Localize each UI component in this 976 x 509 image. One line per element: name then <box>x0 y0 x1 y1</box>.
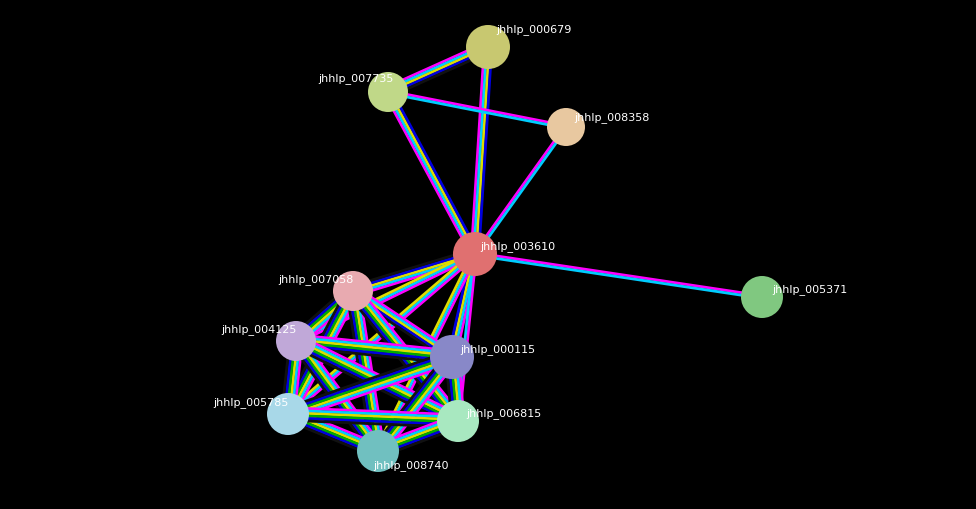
Circle shape <box>466 26 510 70</box>
Text: jhhlp_000679: jhhlp_000679 <box>496 24 571 36</box>
Text: jhhlp_005371: jhhlp_005371 <box>772 284 847 295</box>
Circle shape <box>741 276 783 318</box>
Text: jhhlp_007735: jhhlp_007735 <box>318 73 393 84</box>
Circle shape <box>453 233 497 276</box>
Circle shape <box>547 109 585 147</box>
Circle shape <box>437 400 479 442</box>
Circle shape <box>267 393 309 435</box>
Circle shape <box>430 335 474 379</box>
Text: jhhlp_000115: jhhlp_000115 <box>460 344 535 355</box>
Circle shape <box>357 430 399 472</box>
Text: jhhlp_004125: jhhlp_004125 <box>221 324 297 335</box>
Text: jhhlp_008740: jhhlp_008740 <box>373 460 449 470</box>
Text: jhhlp_003610: jhhlp_003610 <box>480 241 555 252</box>
Circle shape <box>333 271 373 312</box>
Text: jhhlp_006815: jhhlp_006815 <box>466 408 542 418</box>
Text: jhhlp_008358: jhhlp_008358 <box>574 112 649 123</box>
Text: jhhlp_005785: jhhlp_005785 <box>213 397 288 408</box>
Circle shape <box>368 73 408 113</box>
Text: jhhlp_007058: jhhlp_007058 <box>278 274 353 285</box>
Circle shape <box>276 321 316 361</box>
